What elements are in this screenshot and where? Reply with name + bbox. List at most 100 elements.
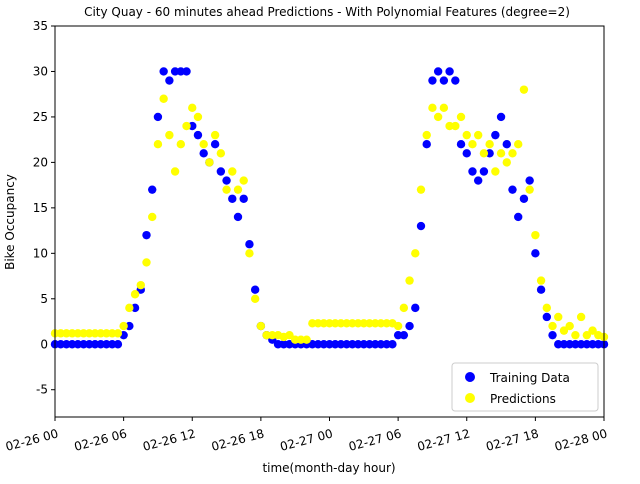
- point: [130, 290, 140, 299]
- point: [159, 94, 168, 103]
- point: [136, 280, 145, 290]
- point: [439, 76, 449, 85]
- point: [451, 76, 460, 85]
- point: [148, 212, 157, 222]
- point: [285, 330, 294, 340]
- point: [433, 112, 443, 122]
- point: [233, 212, 243, 222]
- y-tick-label: 5: [40, 292, 48, 306]
- point: [531, 230, 540, 240]
- point: [216, 149, 226, 158]
- point: [222, 176, 231, 185]
- point: [182, 67, 191, 76]
- y-tick-label: 0: [40, 337, 48, 351]
- point: [239, 176, 248, 185]
- x-tick-label: 02-27 12: [416, 426, 472, 453]
- point: [496, 149, 506, 158]
- point: [514, 140, 523, 149]
- chart-title: City Quay - 60 minutes ahead Predictions…: [84, 5, 570, 19]
- point: [548, 321, 557, 331]
- point: [531, 249, 540, 258]
- point: [491, 130, 500, 140]
- point: [148, 185, 157, 194]
- point: [422, 140, 431, 149]
- point: [113, 329, 123, 338]
- point: [228, 194, 237, 203]
- legend-label: Training Data: [489, 371, 570, 385]
- point: [433, 67, 443, 76]
- point: [456, 140, 466, 149]
- x-tick-label: 02-26 06: [73, 426, 129, 453]
- point: [142, 258, 151, 267]
- point: [176, 140, 186, 149]
- point: [256, 321, 266, 331]
- point: [428, 76, 437, 85]
- point: [536, 276, 546, 285]
- point: [502, 158, 511, 167]
- point: [142, 230, 151, 240]
- point: [170, 167, 180, 176]
- x-tick-label: 02-26 18: [210, 426, 266, 453]
- y-tick-label: -5: [36, 383, 48, 397]
- point: [473, 176, 483, 185]
- point: [245, 249, 254, 258]
- point: [405, 321, 414, 331]
- y-tick-label: 30: [33, 64, 48, 78]
- legend-marker: [465, 393, 475, 403]
- point: [519, 85, 529, 94]
- point: [462, 149, 471, 158]
- x-tick-label: 02-27 18: [484, 426, 540, 453]
- point: [250, 294, 260, 303]
- point: [233, 185, 243, 194]
- point: [542, 312, 552, 322]
- point: [165, 76, 174, 85]
- point: [468, 167, 477, 176]
- point: [153, 140, 163, 149]
- point: [445, 67, 454, 76]
- point: [525, 176, 534, 185]
- y-tick-label: 25: [33, 110, 48, 124]
- point: [588, 326, 597, 335]
- point: [428, 103, 437, 113]
- point: [548, 330, 557, 340]
- legend-label: Predictions: [490, 392, 556, 406]
- point: [508, 149, 517, 158]
- point: [422, 130, 431, 140]
- legend-box: [451, 362, 599, 412]
- x-tick-label: 02-28 00: [553, 426, 609, 453]
- point: [302, 335, 311, 344]
- series: [50, 85, 609, 344]
- point: [525, 185, 534, 194]
- point: [519, 194, 529, 203]
- point: [411, 303, 420, 313]
- x-tick-label: 02-27 06: [347, 426, 403, 453]
- point: [239, 194, 248, 203]
- point: [216, 167, 226, 176]
- point: [399, 303, 409, 313]
- point: [153, 112, 163, 122]
- series: [50, 67, 609, 349]
- point: [479, 167, 489, 176]
- point: [468, 140, 477, 149]
- point: [416, 185, 426, 194]
- point: [462, 130, 471, 140]
- point: [119, 321, 128, 331]
- point: [411, 249, 420, 258]
- point: [113, 340, 123, 349]
- point: [210, 140, 220, 149]
- point: [199, 149, 208, 158]
- point: [125, 303, 134, 313]
- y-tick-label: 20: [33, 155, 48, 169]
- point: [456, 112, 466, 122]
- y-axis-label: Bike Occupancy: [3, 174, 17, 270]
- point: [565, 321, 574, 331]
- x-tick-label: 02-26 12: [141, 426, 197, 453]
- point: [559, 326, 569, 335]
- point: [576, 312, 586, 322]
- y-tick-label: 10: [33, 246, 48, 260]
- point: [479, 149, 489, 158]
- x-tick-label: 02-26 00: [4, 426, 60, 453]
- point: [496, 112, 506, 122]
- point: [399, 330, 409, 340]
